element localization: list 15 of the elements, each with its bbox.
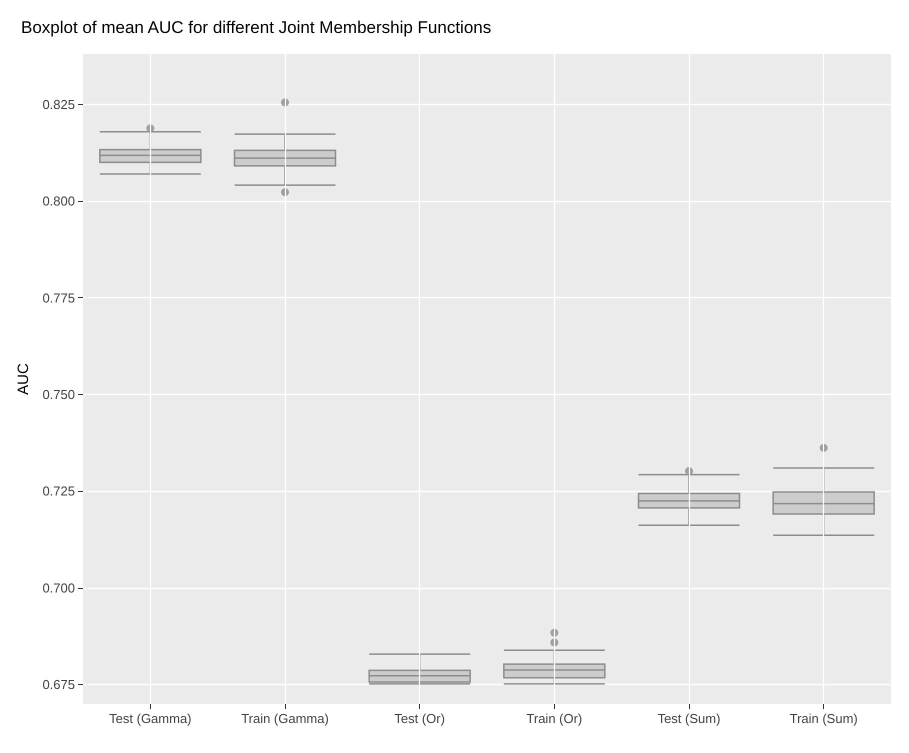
x-tick-label: Test (Sum)	[658, 711, 720, 726]
x-tick-label: Train (Or)	[526, 711, 582, 726]
x-tick-label: Train (Sum)	[790, 711, 858, 726]
y-tick-label: 0.825	[42, 96, 75, 112]
y-tick-label: 0.725	[42, 484, 75, 499]
y-tick-label: 0.700	[42, 580, 75, 596]
y-tick-label: 0.675	[42, 677, 75, 692]
chart-title: Boxplot of mean AUC for different Joint Membership Functions	[21, 18, 492, 37]
x-tick-label: Test (Gamma)	[109, 711, 192, 726]
y-tick-label: 0.800	[42, 194, 75, 209]
x-tick-label: Test (Or)	[394, 711, 445, 726]
y-axis-title: AUC	[15, 363, 32, 395]
x-tick-label: Train (Gamma)	[241, 711, 329, 726]
y-tick-label: 0.750	[42, 386, 75, 402]
y-tick-label: 0.775	[42, 290, 75, 306]
